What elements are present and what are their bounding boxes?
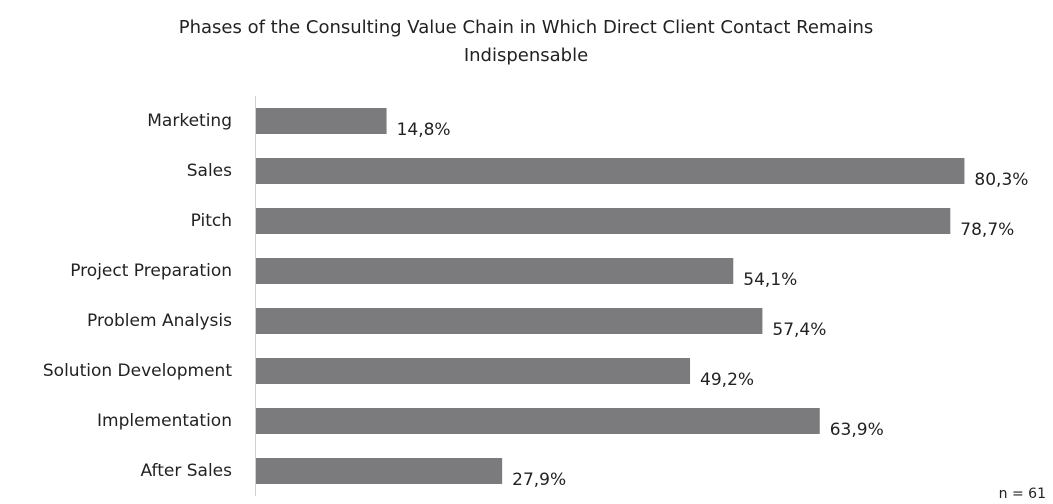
data-label: 14,8% xyxy=(397,120,451,140)
chart-title: Phases of the Consulting Value Chain in … xyxy=(178,17,874,66)
y-tick-label: Project Preparation xyxy=(70,261,232,281)
data-label: 27,9% xyxy=(512,470,566,490)
data-label: 57,4% xyxy=(772,320,826,340)
bar xyxy=(256,358,691,384)
bar xyxy=(256,108,387,134)
y-tick-label: Marketing xyxy=(147,111,232,131)
data-label: 54,1% xyxy=(743,270,797,290)
y-tick-label: Solution Development xyxy=(43,361,232,381)
data-label: 80,3% xyxy=(974,170,1028,190)
data-label: 78,7% xyxy=(960,220,1014,240)
y-tick-label: Sales xyxy=(187,161,232,181)
bar xyxy=(256,458,503,484)
y-tick-label: Problem Analysis xyxy=(87,311,232,331)
bar xyxy=(256,158,965,184)
y-tick-label: After Sales xyxy=(141,461,233,481)
y-tick-label: Pitch xyxy=(191,211,232,231)
bar xyxy=(256,408,820,434)
data-label: 63,9% xyxy=(830,420,884,440)
bar xyxy=(256,308,763,334)
data-label: 49,2% xyxy=(700,370,754,390)
y-tick-label: Implementation xyxy=(97,411,232,431)
bar xyxy=(256,208,951,234)
bar xyxy=(256,258,734,284)
annotation: n = 61 xyxy=(999,486,1046,502)
